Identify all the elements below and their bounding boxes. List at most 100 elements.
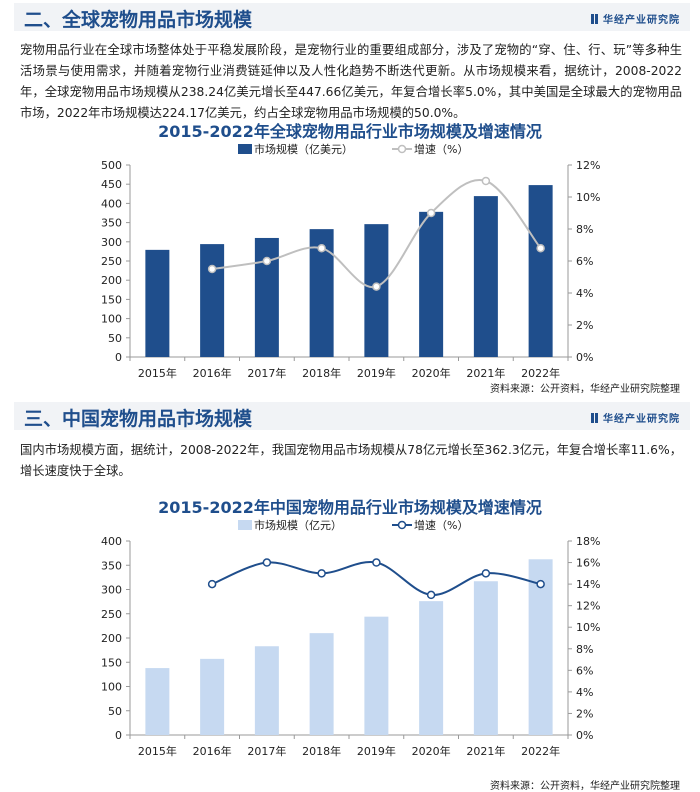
x-tick-label: 2018年 [302,744,341,758]
growth-point [481,176,491,186]
x-tick-label: 2021年 [466,366,505,380]
y2-tick-label: 0% [576,729,593,742]
bar [419,601,444,735]
legend-bar-swatch [238,520,252,530]
growth-point [426,590,436,600]
legend-line-marker [397,144,407,154]
growth-point [317,569,326,578]
bar [200,658,225,735]
y2-tick-label: 4% [576,287,593,300]
y2-tick-label: 6% [576,664,593,677]
x-tick-label: 2016年 [193,744,232,758]
bar [473,581,498,735]
y-tick-label: 200 [101,632,122,645]
bar [528,559,553,735]
growth-point [262,558,272,567]
paragraph-china: 国内市场规模方面，据统计，2008-2022年，我国宠物用品市场规模从78亿元增… [20,443,682,478]
y2-tick-label: 18% [576,535,600,548]
growth-point [207,264,217,274]
legend-line-marker [397,520,407,530]
y-tick-label: 250 [101,608,122,621]
legend-bar-swatch [238,144,252,154]
y2-tick-label: 14% [576,578,600,591]
growth-point [481,569,491,578]
y2-tick-label: 6% [576,255,593,268]
y-tick-label: 50 [108,705,122,718]
section-header-china: 三、中国宠物用品市场规模 华经产业研究院 [14,402,690,430]
bar [200,244,225,357]
y-tick-label: 350 [101,559,122,572]
x-tick-label: 2017年 [247,366,286,380]
bar [309,633,334,735]
y-tick-label: 300 [101,584,122,597]
y-tick-label: 50 [108,332,122,345]
source-note-global: 资料来源：公开资料，华经产业研究院整理 [490,384,680,395]
x-tick-label: 2020年 [412,366,451,380]
x-tick-label: 2015年 [138,744,177,758]
y-tick-label: 400 [101,197,122,210]
y2-tick-label: 10% [576,191,600,204]
source-note-china: 资料来源：公开资料，华经产业研究院整理 [490,781,680,792]
legend-bar-label: 市场规模（亿美元） [254,142,353,156]
y-tick-label: 350 [101,217,122,230]
y-tick-label: 300 [101,236,122,249]
y2-tick-label: 10% [576,621,600,634]
growth-point [536,243,545,253]
x-tick-label: 2019年 [357,744,396,758]
y2-tick-label: 12% [576,159,600,172]
section-title: 二、全球宠物用品市场规模 [24,9,253,31]
growth-point [262,256,272,266]
y-tick-label: 100 [101,681,122,694]
section-title: 三、中国宠物用品市场规模 [24,408,253,430]
brand-logo: 华经产业研究院 [590,11,680,26]
bar [145,249,170,357]
growth-point [207,579,217,589]
y-tick-label: 450 [101,178,122,191]
growth-point [317,243,326,253]
growth-point [372,558,381,567]
x-tick-label: 2017年 [247,744,286,758]
y2-tick-label: 8% [576,643,593,656]
y2-tick-label: 8% [576,223,593,236]
brand-logo: 华经产业研究院 [590,410,680,425]
y-tick-label: 150 [101,293,122,306]
bar [254,237,279,357]
x-tick-label: 2015年 [138,366,177,380]
x-tick-label: 2022年 [521,366,560,380]
x-tick-label: 2019年 [357,366,396,380]
x-tick-label: 2022年 [521,744,560,758]
y2-tick-label: 0% [576,351,593,364]
y-tick-label: 400 [101,535,122,548]
y-tick-label: 0 [115,351,122,364]
x-tick-label: 2021年 [466,744,505,758]
section-header-global: 二、全球宠物用品市场规模 华经产业研究院 [14,3,690,31]
growth-point [536,579,545,589]
growth-point [372,282,381,291]
paragraph-global: 宠物用品行业在全球市场整体处于平稳发展阶段，是宠物行业的重要组成部分，涉及了宠物… [20,43,682,120]
x-tick-label: 2016年 [193,366,232,380]
legend-line-label: 增速（%） [414,518,468,532]
x-tick-label: 2020年 [412,744,451,758]
bar [528,185,553,357]
y2-tick-label: 4% [576,686,593,699]
y-tick-label: 150 [101,656,122,669]
bar [419,211,444,357]
legend-line-label: 增速（%） [414,142,468,156]
y2-tick-label: 2% [576,707,593,720]
bar [364,616,389,735]
legend-bar-label: 市场规模（亿元） [254,518,342,532]
chart-global: 市场规模（亿美元） 增速（%） 0 50 100 150 200 250 300 350 400 45… [101,142,600,380]
y-tick-label: 0 [115,729,122,742]
y2-tick-label: 2% [576,319,593,332]
y2-tick-label: 12% [576,600,600,613]
y2-tick-label: 16% [576,557,600,570]
y-tick-label: 250 [101,255,122,268]
y-tick-label: 500 [101,159,122,172]
bar [473,196,498,357]
bar [145,668,170,735]
chart-title-china: 2015-2022年中国宠物用品行业市场规模及增速情况 [158,498,542,517]
y-tick-label: 200 [101,274,122,287]
x-tick-label: 2018年 [302,366,341,380]
chart-china: 市场规模（亿元） 增速（%） 0 50 100 150 200 250 300 350 400 0% 2… [101,518,600,758]
growth-point [426,208,436,218]
